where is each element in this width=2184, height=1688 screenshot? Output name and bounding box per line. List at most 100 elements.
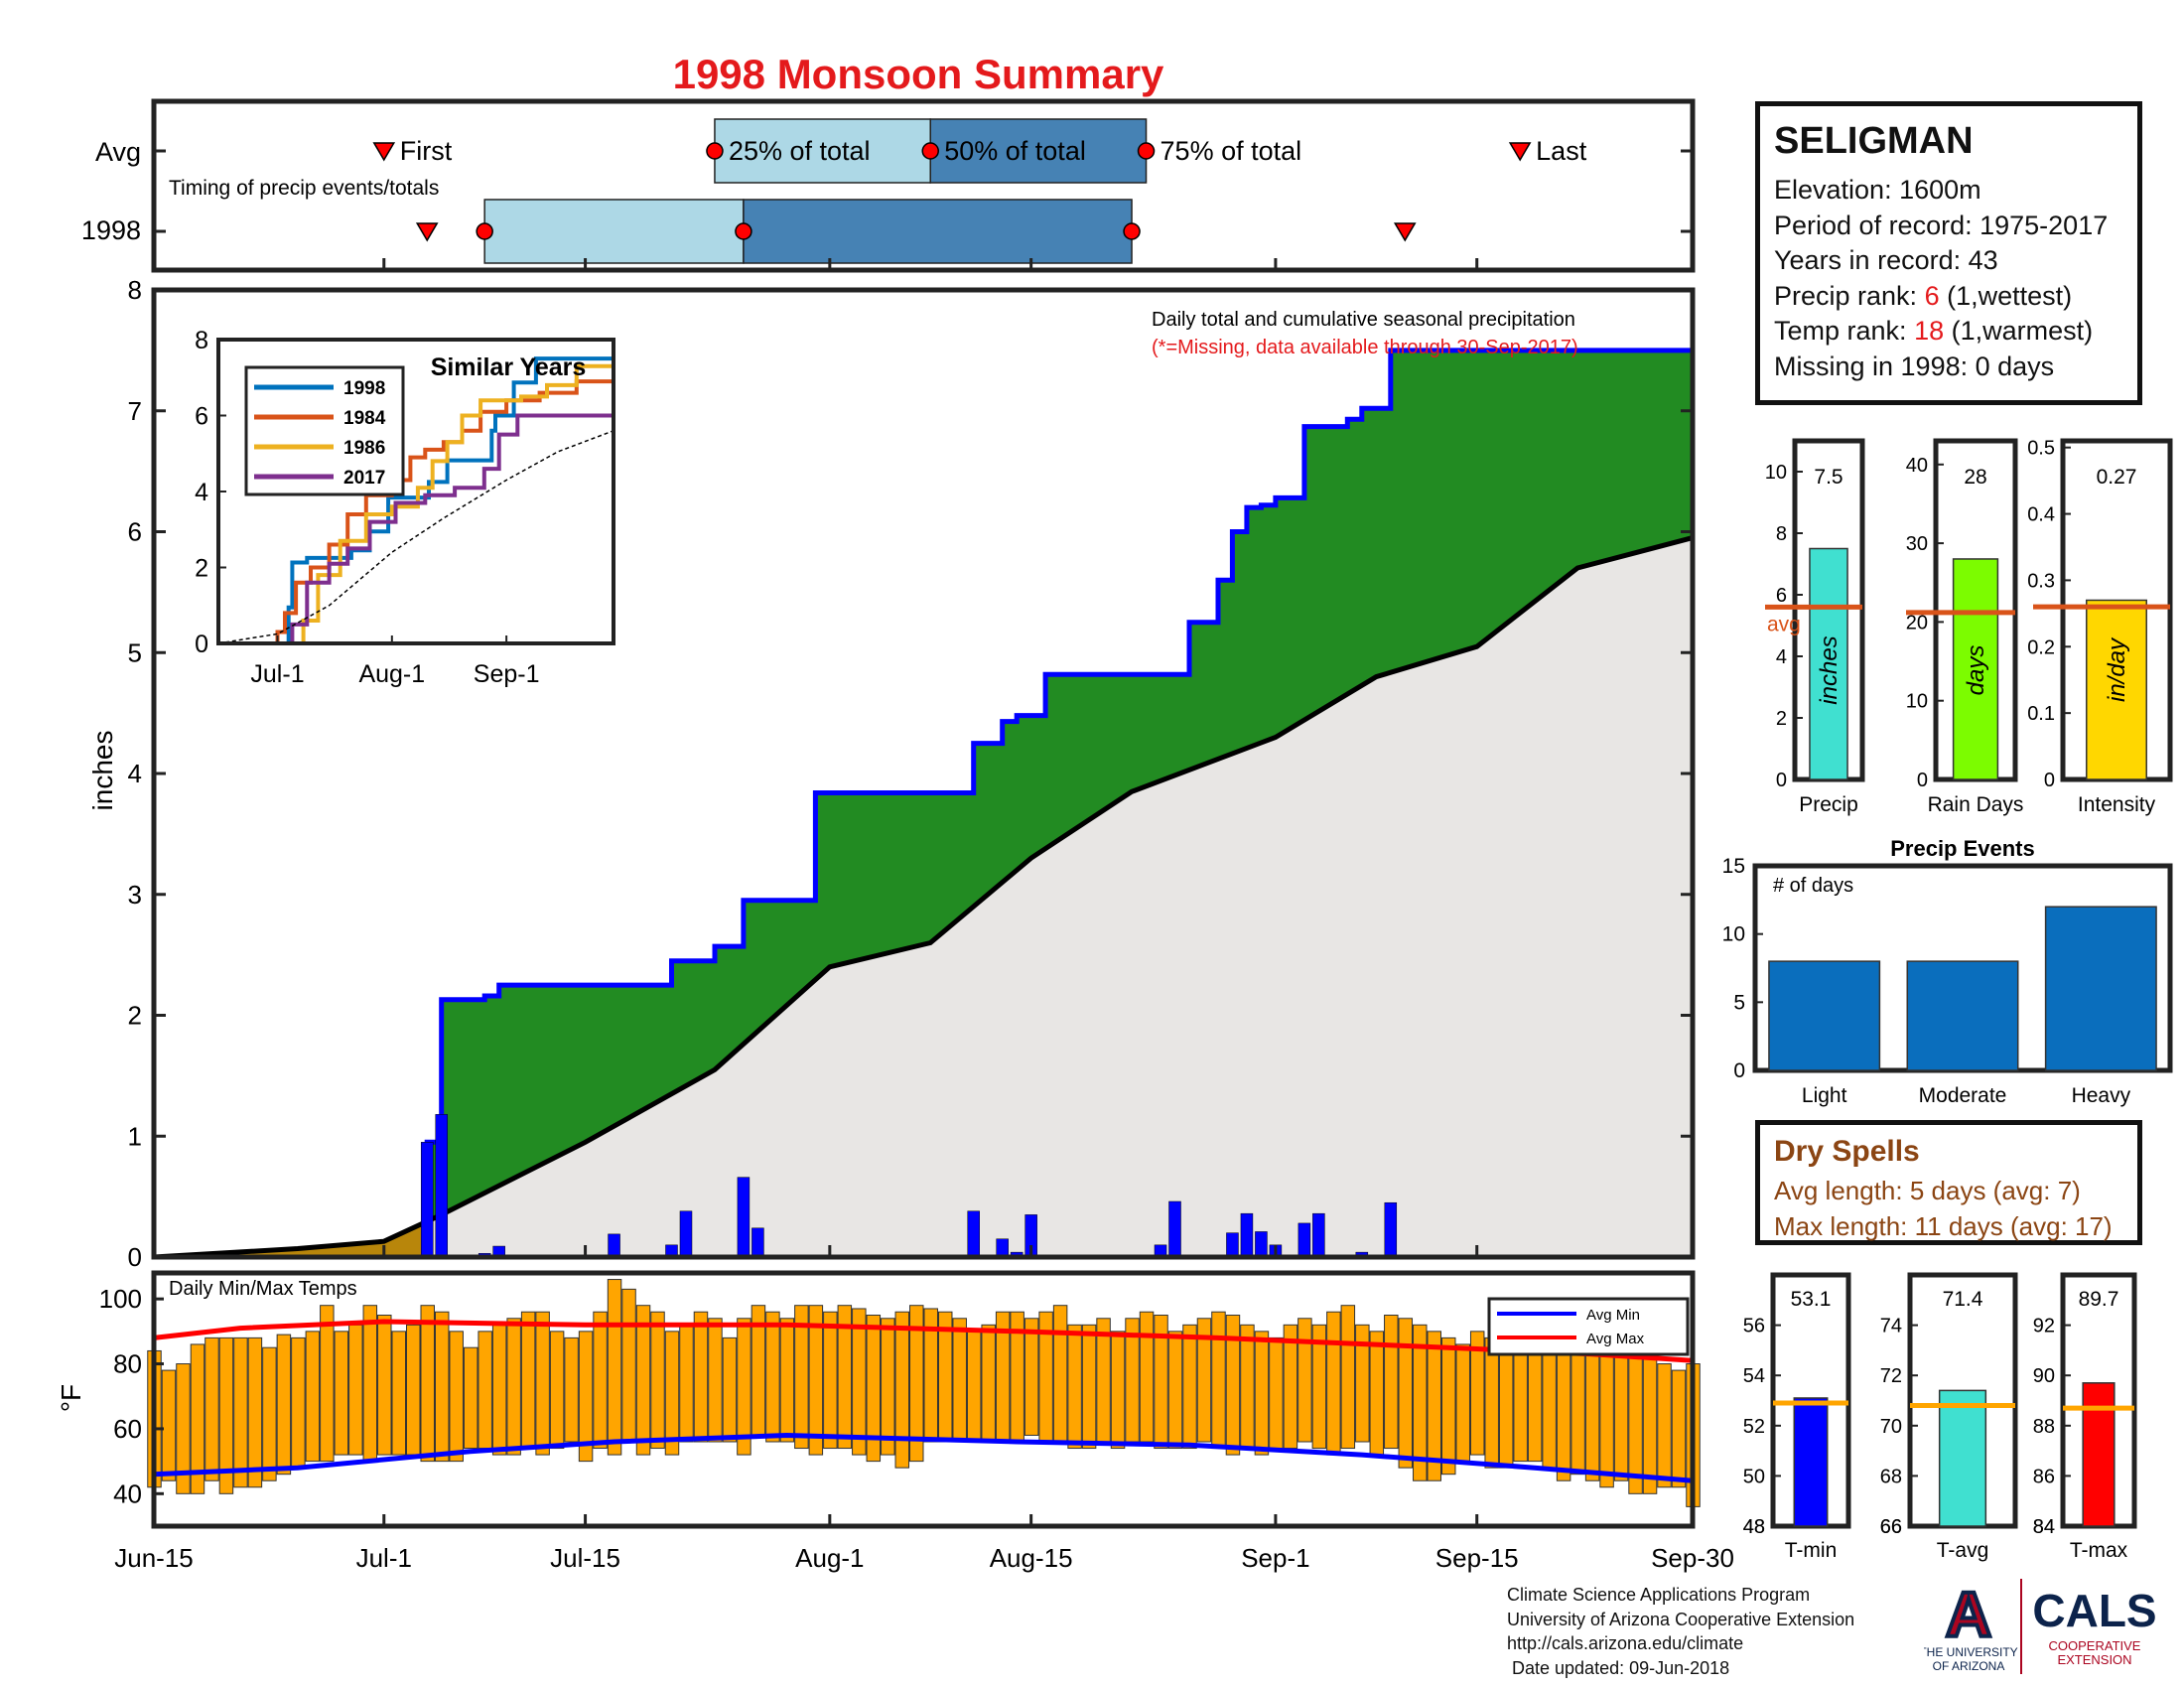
summary-unit-label: in/day (2104, 636, 2130, 702)
temp-bar-ytick-label: 56 (1743, 1316, 1765, 1337)
temp-range-bar (894, 1311, 910, 1469)
credits-program: Climate Science Applications Program (1507, 1585, 1811, 1605)
temp-range-bar (621, 1288, 636, 1443)
credits-university: University of Arizona Cooperative Extens… (1507, 1609, 1855, 1629)
summary-ytick-label: 0.2 (2027, 636, 2055, 658)
timing-box-50-75 (743, 199, 1133, 264)
timing-box-25-50 (483, 199, 745, 264)
timing-box-50-75 (929, 118, 1148, 184)
main-ytick-label: 3 (128, 880, 142, 910)
timing-marker-p75 (1123, 222, 1141, 240)
timing-box-25-50 (714, 118, 931, 184)
inset-legend-label-1984: 1984 (343, 408, 386, 429)
temp-range-bar (233, 1336, 248, 1488)
cumulative-precip-chart: 0 1 2 3 4 5 6 7 8 (128, 275, 1696, 1272)
temp-range-bar (866, 1315, 882, 1463)
inset-xtick-label: Aug-1 (358, 660, 425, 688)
timing-panel: First 25% of total 50% of total 75% of tota… (151, 98, 1696, 273)
timing-row-year-label: 1998 (81, 215, 141, 245)
summary-ytick-label: 0.5 (2027, 438, 2055, 460)
main-ytick-label: 0 (128, 1242, 142, 1272)
deficit-area (154, 1220, 428, 1257)
timing-first-marker (372, 142, 396, 162)
events-category-label: Light (1802, 1084, 1847, 1107)
events-category-label: Moderate (1919, 1084, 2007, 1107)
dry-spells-title: Dry Spells (1774, 1135, 1920, 1168)
legend-label-avg-min: Avg Min (1586, 1307, 1640, 1324)
station-period: Period of record: 1975-2017 (1774, 210, 2109, 240)
events-bar-moderate (1906, 960, 2019, 1071)
daily-precip-bar (751, 1227, 764, 1258)
summary-ytick-label: 0 (2044, 770, 2055, 791)
inset-ytick-label: 0 (195, 631, 208, 658)
temp-value-label: 71.4 (1943, 1288, 1983, 1311)
temp-range-bar (1384, 1315, 1399, 1450)
year-cumulative-line (154, 348, 1693, 1260)
temp-range-bar (952, 1318, 967, 1443)
legend-label-avg-max: Avg Max (1586, 1331, 1645, 1347)
inset-ytick-label: 8 (195, 327, 208, 354)
credits-date: Date updated: 09-Jun-2018 (1507, 1657, 1730, 1678)
temp-range-bar (909, 1305, 924, 1463)
temp-range-bar (1052, 1305, 1068, 1443)
temp-range-bar (1613, 1356, 1629, 1481)
station-years: Years in record: 43 (1774, 245, 1998, 275)
temp-range-bar (1154, 1315, 1168, 1450)
temp-range-bar (808, 1305, 824, 1456)
inset-legend-label-2017: 2017 (343, 468, 385, 489)
precip-rank-prefix: Precip rank: (1774, 280, 1925, 311)
summary-unit-label: inches (1816, 635, 1843, 704)
events-category-label: Heavy (2072, 1084, 2131, 1107)
dry-spells-max-length: Max length: 11 days (avg: 17) (1774, 1211, 2113, 1241)
temp-range-bar (693, 1311, 709, 1443)
temp-range-bar (837, 1305, 853, 1450)
summary-value-label: 28 (1964, 466, 1986, 489)
events-ytick-label: 10 (1722, 923, 1745, 946)
temp-bar-ytick-label: 88 (2033, 1416, 2055, 1438)
temp-range-bar (420, 1305, 435, 1463)
summary-ytick-label: 2 (1776, 708, 1787, 730)
cals-logo-line1: COOPERATIVE (2049, 1638, 2141, 1653)
temp-range-bar (1671, 1369, 1687, 1488)
temp-range-bar (852, 1308, 867, 1456)
timing-marker-p50 (921, 142, 939, 160)
temp-range-bar (635, 1305, 651, 1456)
daily-precip-bar (967, 1210, 980, 1258)
ua-logo-line1: THE UNIVERSITY (1924, 1645, 2018, 1659)
temp-range-bar (981, 1324, 996, 1443)
date-xtick-label: Sep-15 (1435, 1543, 1519, 1573)
temp-range-bar (535, 1311, 550, 1456)
temp-range-bar (578, 1331, 594, 1463)
timing-label-last: Last (1536, 136, 1587, 166)
temp-bar-ytick-label: 86 (2033, 1466, 2055, 1487)
summary-ytick-label: 10 (1906, 691, 1928, 713)
summary-ytick-label: 0.1 (2027, 703, 2055, 725)
temp-value-bar (1938, 1389, 1987, 1527)
temp-range-bar (1211, 1311, 1226, 1450)
events-ylabel: # of days (1773, 875, 1853, 897)
temp-range-bar (722, 1336, 738, 1443)
temp-range-bar (708, 1318, 723, 1443)
avg-min-line (153, 1432, 1694, 1483)
temp-range-bar (434, 1311, 450, 1463)
summary-ytick-label: 4 (1776, 646, 1787, 668)
temperature-bars: 53.1T-min48505254564871.4T-avg6668707274… (1743, 1272, 2137, 1562)
temp-range-bar (1139, 1311, 1155, 1443)
temp-label: Daily Min/Max Temps (169, 1278, 357, 1300)
inset-xtick-label: Jul-1 (250, 660, 304, 688)
temp-category-label: T-avg (1937, 1539, 1989, 1562)
main-annotation: Daily total and cumulative seasonal prec… (1152, 309, 1575, 331)
temp-range-bar (1110, 1331, 1126, 1450)
temp-range-bar (1556, 1343, 1571, 1481)
temp-range-bar (679, 1324, 694, 1443)
temp-range-bar (463, 1346, 478, 1450)
temp-range-bar (1355, 1324, 1370, 1443)
temp-range-bar (1455, 1343, 1470, 1463)
temp-range-bar (391, 1331, 407, 1456)
cals-logo-line2: EXTENSION (2057, 1652, 2131, 1667)
dry-spells-box: Dry Spells Avg length: 5 days (avg: 7) M… (1755, 1120, 2142, 1245)
temp-bar-ytick-label: 84 (2033, 1516, 2055, 1538)
summary-value-label: 0.27 (2097, 466, 2137, 489)
temp-range-bar (1340, 1305, 1356, 1450)
main-ytick-label: 6 (128, 517, 142, 547)
